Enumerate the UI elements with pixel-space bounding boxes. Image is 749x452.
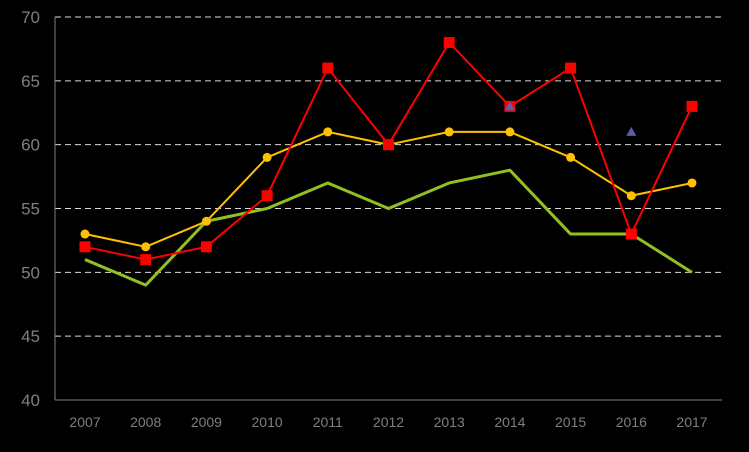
series-3-point [261, 190, 273, 202]
series-4-point [504, 101, 515, 111]
y-tick-label: 70 [21, 8, 40, 27]
y-tick-label: 55 [21, 200, 40, 219]
series-2-point [323, 127, 333, 137]
x-tick-label: 2007 [69, 414, 100, 430]
series-2-point [262, 152, 272, 162]
series-2-point [444, 127, 454, 137]
series-2-point [687, 178, 697, 188]
series-2-point [566, 152, 576, 162]
x-tick-label: 2010 [252, 414, 283, 430]
x-tick-label: 2015 [555, 414, 586, 430]
series-3-point [565, 62, 577, 74]
y-tick-label: 50 [21, 263, 40, 282]
series-2-point [505, 127, 515, 137]
series-3-point [200, 241, 212, 253]
series-3-point [322, 62, 334, 74]
y-tick-label: 40 [21, 391, 40, 410]
series-2-point [141, 242, 151, 252]
series-3-point [79, 241, 91, 253]
x-tick-label: 2012 [373, 414, 404, 430]
series-3-point [140, 254, 152, 266]
x-tick-label: 2008 [130, 414, 161, 430]
x-tick-label: 2014 [494, 414, 525, 430]
x-tick-label: 2013 [434, 414, 465, 430]
series-1-line [84, 168, 693, 287]
x-tick-label: 2009 [191, 414, 222, 430]
series-3-line [84, 41, 693, 261]
series-3-point [686, 100, 698, 112]
series-4-point [626, 126, 637, 136]
series-2-point [626, 191, 636, 201]
series-3-point [443, 37, 455, 49]
series-2-point [80, 229, 90, 239]
x-tick-label: 2011 [313, 414, 343, 430]
y-tick-label: 65 [21, 72, 40, 91]
y-tick-label: 60 [21, 136, 40, 155]
x-tick-label: 2017 [676, 414, 707, 430]
series-3-point [625, 228, 637, 240]
y-tick-label: 45 [21, 327, 40, 346]
x-tick-label: 2016 [616, 414, 647, 430]
series-2-point [201, 216, 211, 226]
series-3-point [383, 139, 394, 151]
